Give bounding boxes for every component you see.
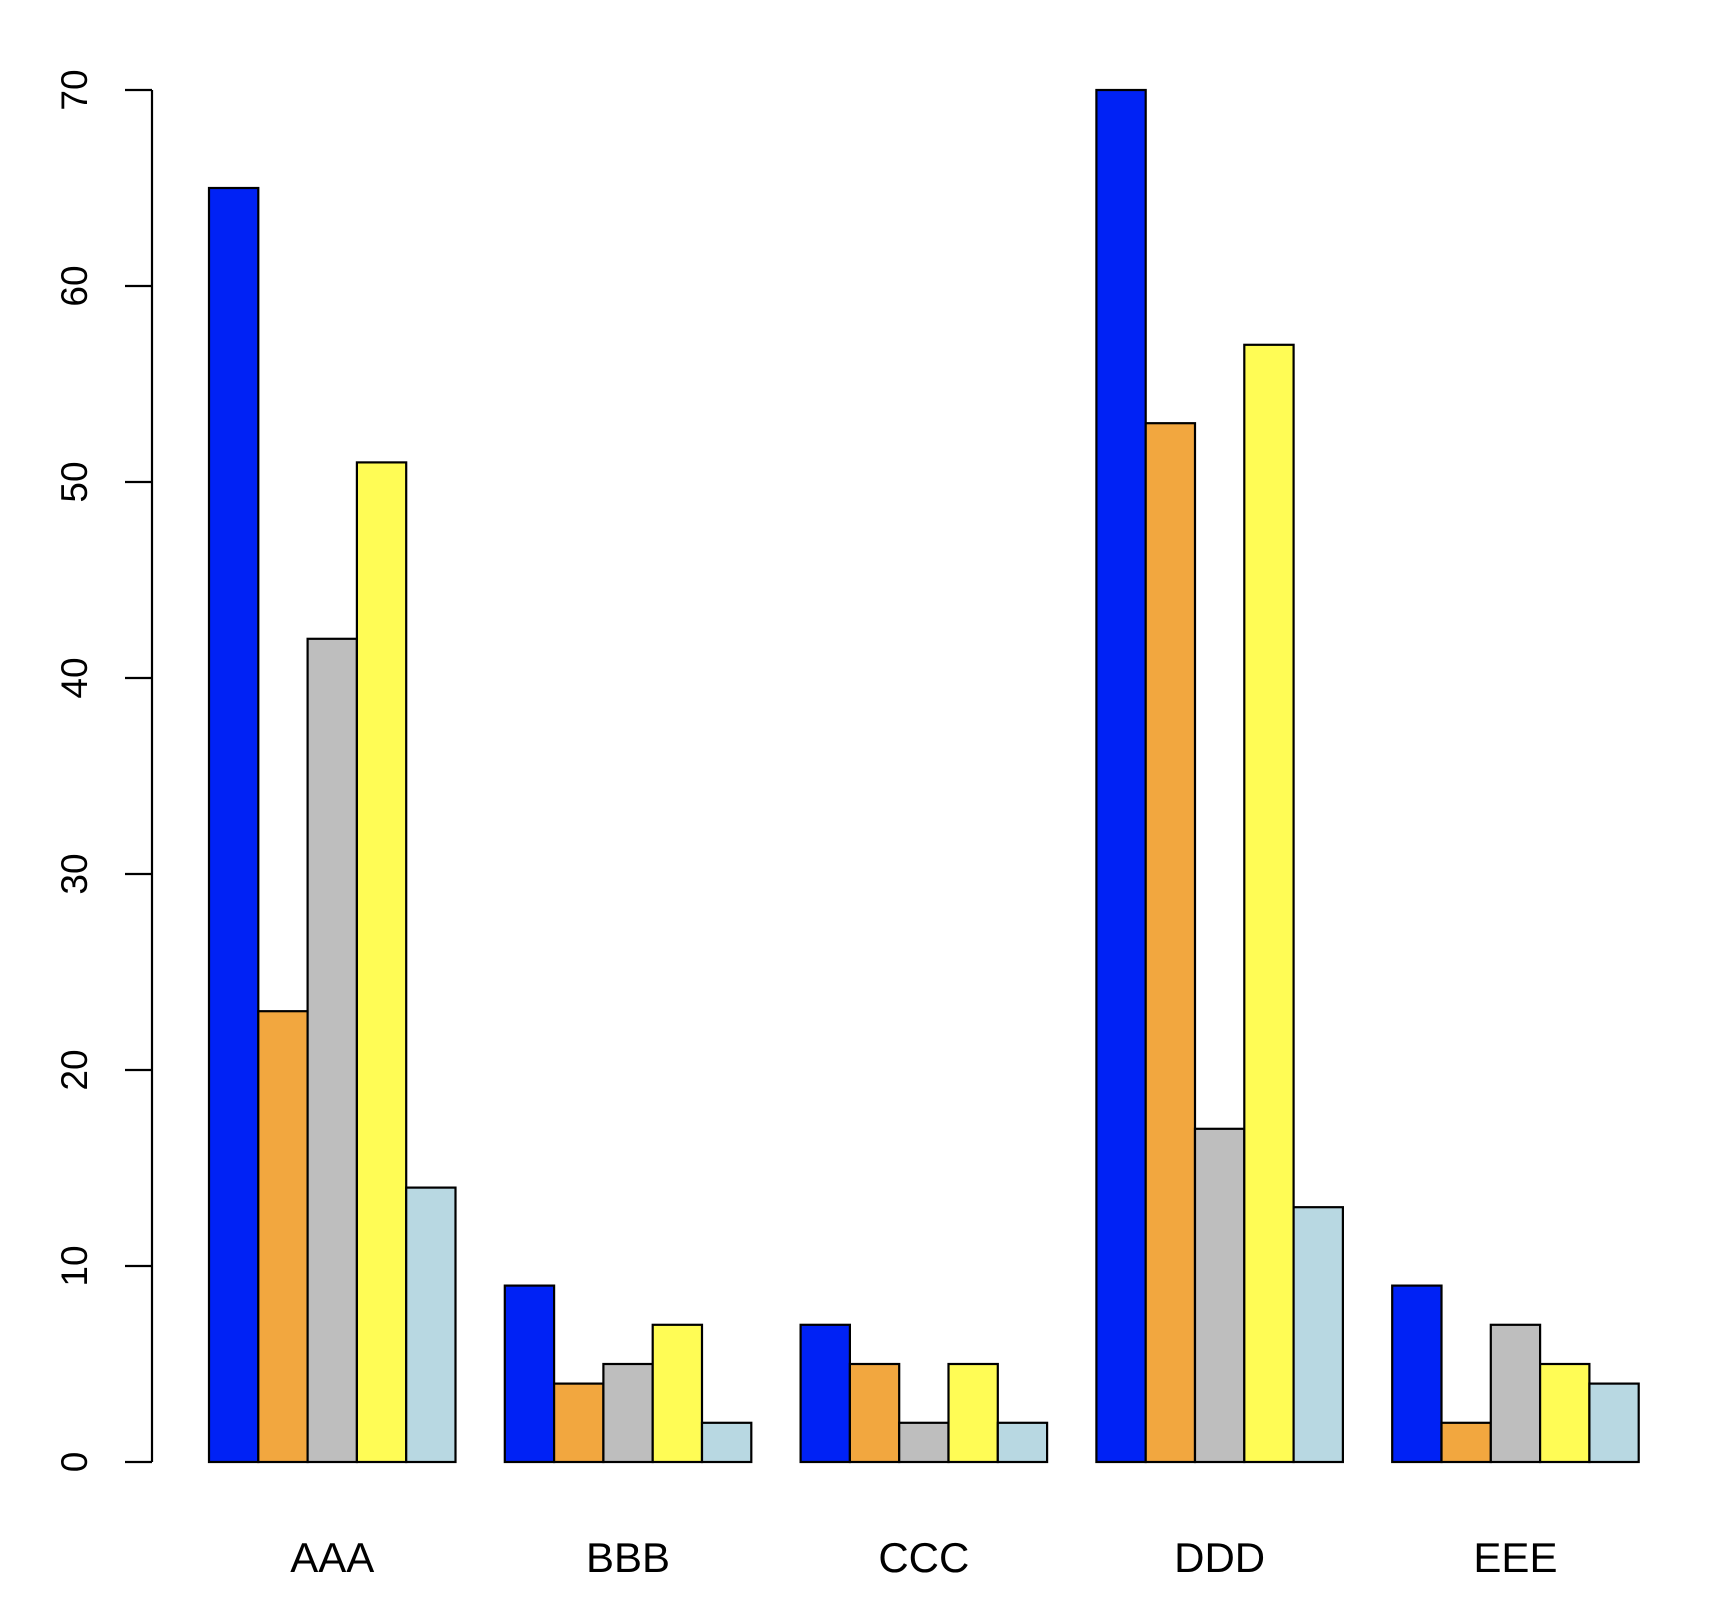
category-label-bbb: BBB (586, 1534, 670, 1581)
bar-ddd-series-4 (1243, 343, 1295, 1464)
bar-bbb-series-3 (602, 1362, 654, 1464)
bars-layer (207, 88, 1640, 1464)
bar-aaa-series-2 (257, 1010, 309, 1464)
bar-eee-series-4 (1538, 1362, 1591, 1464)
category-label-eee: EEE (1473, 1534, 1557, 1581)
bar-eee-series-2 (1440, 1421, 1492, 1464)
category-label-ddd: DDD (1174, 1534, 1265, 1581)
bar-eee-series-3 (1489, 1323, 1542, 1464)
bar-ccc-series-2 (848, 1362, 901, 1464)
y-tick-label-10: 10 (54, 1245, 95, 1286)
category-label-ccc: CCC (878, 1534, 969, 1581)
category-label-aaa: AAA (290, 1534, 374, 1581)
y-axis: 0 10 20 30 40 50 60 70 (54, 69, 154, 1473)
bar-bbb-series-1 (503, 1284, 556, 1464)
y-tick-label-40: 40 (54, 657, 95, 698)
bar-bbb-series-2 (552, 1382, 605, 1464)
bar-ddd-series-3 (1193, 1127, 1246, 1464)
y-tick-label-50: 50 (54, 461, 95, 502)
bar-ccc-series-5 (996, 1421, 1049, 1464)
bar-bbb-series-5 (700, 1421, 753, 1464)
y-tick-label-70: 70 (54, 69, 95, 110)
bar-ccc-series-3 (898, 1421, 950, 1464)
bar-ddd-series-5 (1292, 1206, 1344, 1464)
bar-aaa-series-5 (405, 1186, 457, 1464)
bar-aaa-series-3 (306, 637, 359, 1464)
bar-aaa-series-1 (207, 186, 260, 1464)
x-axis-labels: AAA BBB CCC DDD EEE (290, 1534, 1557, 1581)
y-tick-label-30: 30 (54, 853, 95, 894)
bar-bbb-series-4 (651, 1323, 704, 1464)
bar-eee-series-5 (1588, 1382, 1640, 1464)
bar-ddd-series-1 (1095, 88, 1147, 1464)
bar-eee-series-1 (1391, 1284, 1443, 1464)
y-tick-label-0: 0 (54, 1452, 95, 1473)
y-tick-label-20: 20 (54, 1049, 95, 1090)
bar-ccc-series-4 (947, 1362, 999, 1464)
y-tick-label-60: 60 (54, 265, 95, 306)
bar-aaa-series-4 (355, 461, 408, 1464)
bar-ccc-series-1 (799, 1323, 851, 1464)
bar-ddd-series-2 (1144, 422, 1197, 1464)
